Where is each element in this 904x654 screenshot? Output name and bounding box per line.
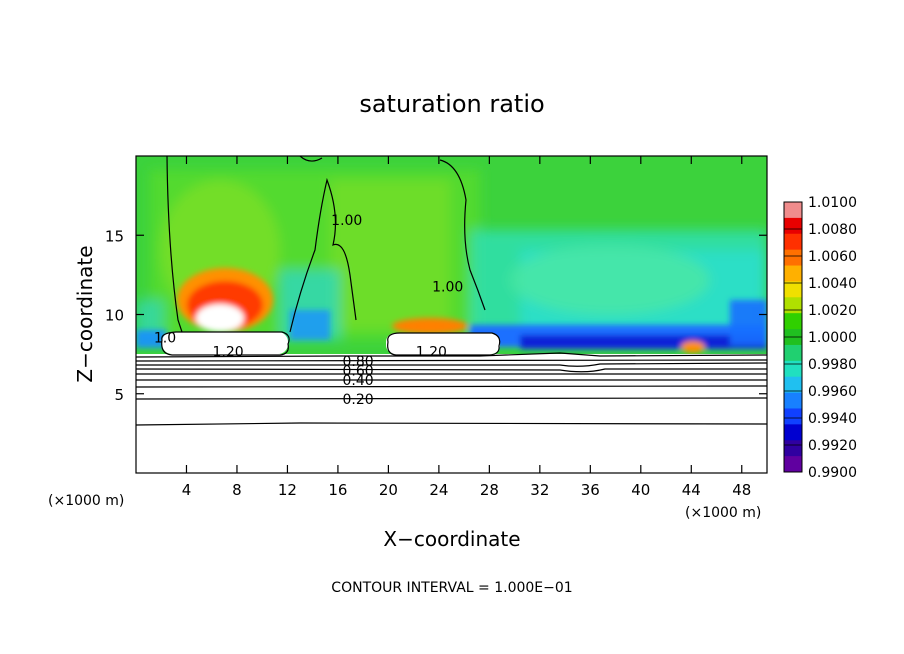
y-tick-label: 15 xyxy=(105,227,124,245)
colorbar-label: 1.0020 xyxy=(808,303,857,319)
colorbar-label: 0.9960 xyxy=(808,384,857,400)
colorbar-swatch xyxy=(784,424,802,441)
colorbar-label: 0.9980 xyxy=(808,357,857,373)
contour-label: 1.00 xyxy=(331,213,362,229)
x-tick-label: 12 xyxy=(278,481,297,499)
x-axis-label: X−coordinate xyxy=(383,527,520,551)
x-tick-label: 36 xyxy=(581,481,600,499)
x-axis-unit-right: (×1000 m) xyxy=(685,505,761,521)
colorbar-label: 1.0100 xyxy=(808,195,857,211)
contour-labels: 1.20 1.20 0.800.600.40 0.20 1.00 1.00 1.0 xyxy=(154,213,463,408)
contour-interval-note: CONTOUR INTERVAL = 1.000E−01 xyxy=(331,580,572,596)
colorbar-swatch xyxy=(784,408,802,425)
plot-area xyxy=(136,156,767,473)
colorbar-label: 0.9920 xyxy=(808,438,857,454)
colorbar-swatch xyxy=(784,456,802,473)
colorbar-swatch xyxy=(784,440,802,457)
x-tick-label: 40 xyxy=(631,481,650,499)
colorbar-swatch xyxy=(784,313,802,330)
colorbar-label: 1.0060 xyxy=(808,249,857,265)
colorbar-label: 0.9940 xyxy=(808,411,857,427)
x-tick-label: 24 xyxy=(429,481,448,499)
x-axis: 4 8 12 16 20 24 28 32 36 40 44 48 xyxy=(182,156,751,499)
colorbar-label: 1.0040 xyxy=(808,276,857,292)
x-tick-label: 44 xyxy=(682,481,701,499)
y-tick-label: 5 xyxy=(114,386,124,404)
contour-label: 1.00 xyxy=(432,280,463,296)
x-tick-label: 20 xyxy=(379,481,398,499)
x-axis-unit-left: (×1000 m) xyxy=(48,493,124,509)
colorbar-label: 1.0000 xyxy=(808,330,857,346)
contour-label: 0.20 xyxy=(343,392,374,408)
contour-label: 0.80 xyxy=(343,354,374,370)
contour-label: 0.40 xyxy=(343,373,374,389)
colorbar-swatch xyxy=(784,392,802,409)
colorbar-swatch xyxy=(784,344,802,362)
saturation-field xyxy=(136,156,767,473)
contour-label: 1.20 xyxy=(213,345,244,361)
contour-label: 1.0 xyxy=(154,330,176,346)
colorbar-swatch xyxy=(784,217,802,235)
colorbar-swatch xyxy=(784,281,802,298)
contour-label: 1.20 xyxy=(416,345,447,361)
colorbar-swatch xyxy=(784,297,802,314)
contour-lines xyxy=(136,156,767,426)
y-tick-label: 10 xyxy=(105,307,124,325)
x-tick-label: 4 xyxy=(182,481,192,499)
colorbar: 1.0100 1.0080 1.0060 1.0040 1.0020 1.0000 0.99… xyxy=(783,195,857,481)
x-tick-label: 32 xyxy=(530,481,549,499)
colorbar-label: 0.9900 xyxy=(808,465,857,481)
colorbar-swatch xyxy=(784,265,802,282)
colorbar-swatch xyxy=(784,360,802,378)
x-tick-label: 28 xyxy=(480,481,499,499)
x-tick-label: 8 xyxy=(232,481,242,499)
y-axis-label: Z−coordinate xyxy=(73,245,97,382)
colorbar-swatch xyxy=(784,202,802,219)
contour-label: 0.60 xyxy=(343,364,374,380)
colorbar-swatch xyxy=(784,249,802,267)
chart-title: saturation ratio xyxy=(359,90,544,118)
x-tick-label: 48 xyxy=(732,481,751,499)
colorbar-swatch xyxy=(784,376,802,394)
colorbar-swatch xyxy=(784,233,802,251)
colorbar-label: 1.0080 xyxy=(808,222,857,238)
x-tick-label: 16 xyxy=(328,481,347,499)
y-axis: 5 10 15 xyxy=(105,227,767,404)
